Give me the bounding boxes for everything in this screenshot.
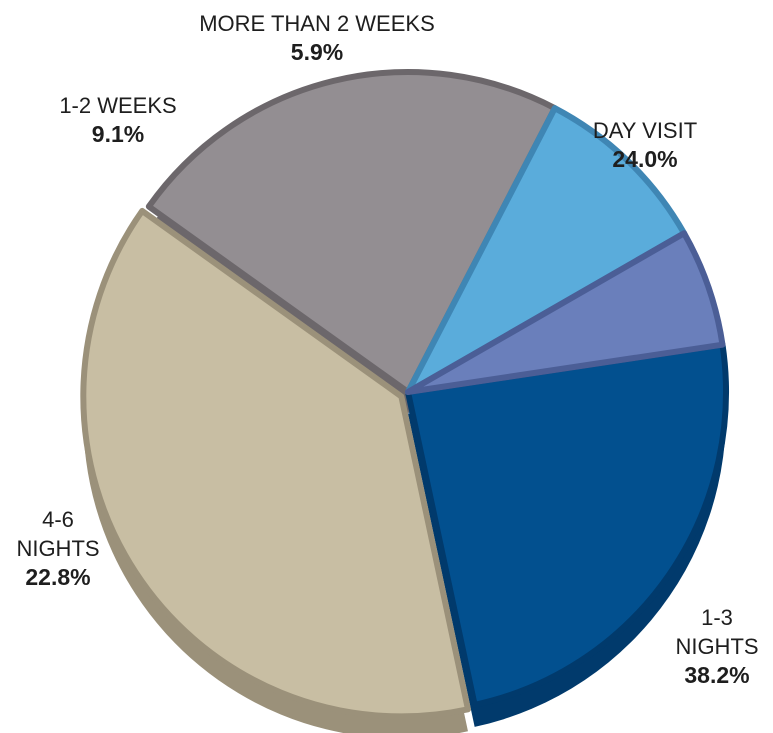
slice-name-label: NIGHTS [675, 634, 758, 659]
slice-value-label: 38.2% [684, 662, 749, 688]
slice-1-2-weeks [405, 105, 688, 395]
slice-value-label: 22.8% [25, 564, 90, 590]
slice-value-label: 5.9% [291, 39, 343, 65]
slice-name-label: 1-3 [701, 605, 733, 630]
slice-4-6-nights [145, 69, 558, 395]
label-1-2-weeks: 1-2 WEEKS 9.1% [59, 93, 176, 147]
pie-slices [80, 69, 729, 720]
slice-name-label: NIGHTS [16, 536, 99, 561]
slice-name-label: 4-6 [42, 507, 74, 532]
label-1-3-nights: 1-3 NIGHTS 38.2% [675, 605, 758, 688]
pie-labels: DAY VISIT 24.0% 1-3 NIGHTS 38.2% 4-6 NIGHTS 22.… [16, 11, 758, 688]
label-4-6-nights: 4-6 NIGHTS 22.8% [16, 507, 99, 590]
slice-name-label: 1-2 WEEKS [59, 93, 176, 118]
slice-more-than-2-weeks [405, 230, 726, 395]
label-more-than-2-weeks: MORE THAN 2 WEEKS 5.9% [199, 11, 435, 65]
label-day-visit: DAY VISIT 24.0% [593, 118, 697, 172]
slice-value-label: 9.1% [92, 121, 144, 147]
slice-1-3-nights [80, 207, 471, 720]
slice-day-visit [405, 341, 729, 708]
slice-name-label: MORE THAN 2 WEEKS [199, 11, 435, 36]
slice-value-label: 24.0% [612, 146, 677, 172]
slice-name-label: DAY VISIT [593, 118, 697, 143]
